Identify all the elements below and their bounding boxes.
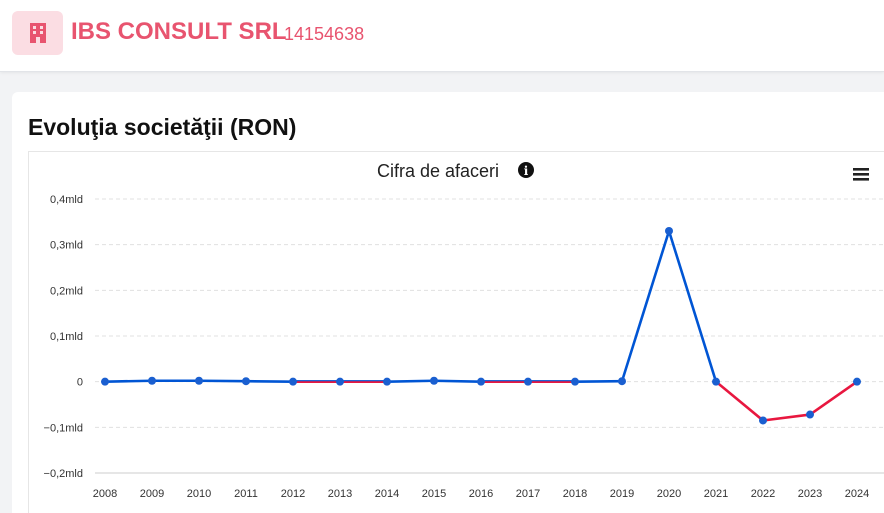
data-point[interactable]: [148, 376, 156, 385]
data-point[interactable]: [571, 377, 579, 386]
company-logo: [12, 11, 63, 55]
point-layer: [101, 226, 861, 425]
data-point[interactable]: [712, 377, 720, 386]
x-tick-label: 2021: [704, 488, 728, 500]
company-code: 14154638: [284, 24, 365, 44]
svg-text:i: i: [524, 164, 529, 178]
turnover-chart: 0,4mld 0,3mld 0,2mld 0,1mld 0 −0,1mld −0,2mld 2…: [44, 161, 884, 500]
x-tick-label: 2018: [563, 488, 587, 500]
x-tick-label: 2013: [328, 488, 352, 500]
series-line-segment: [714, 380, 765, 422]
data-point[interactable]: [101, 377, 109, 386]
series-layer: [103, 229, 859, 422]
chart-title: Cifra de afaceri: [377, 161, 499, 181]
data-point[interactable]: [195, 376, 203, 385]
x-tick-label: 2014: [375, 488, 399, 500]
x-tick-label: 2009: [140, 488, 164, 500]
company-header: IBS CONSULT SRL 14154638: [0, 0, 884, 72]
data-point[interactable]: [430, 376, 438, 385]
series-line-segment: [667, 229, 718, 383]
grid-layer: [95, 198, 884, 474]
data-point[interactable]: [759, 416, 767, 425]
x-tick-label: 2023: [798, 488, 822, 500]
data-point[interactable]: [289, 377, 297, 386]
data-point[interactable]: [618, 377, 626, 386]
chart-frame: 0,4mld 0,3mld 0,2mld 0,1mld 0 −0,1mld −0,2mld 2…: [28, 151, 884, 513]
y-tick-label: 0,4mld: [50, 194, 83, 206]
x-tick-label: 2020: [657, 488, 681, 500]
data-point[interactable]: [524, 377, 532, 386]
x-tick-label: 2017: [516, 488, 540, 500]
series-line-segment: [808, 380, 859, 416]
y-tick-label: 0: [77, 377, 83, 389]
axis-layer: 0,4mld 0,3mld 0,2mld 0,1mld 0 −0,1mld −0,2mld 2…: [44, 194, 870, 500]
company-evolution-card: Evoluţia societăţii (RON) 0,4mld 0,3mld 0,…: [12, 92, 884, 513]
series-line-segment: [103, 379, 154, 383]
x-tick-label: 2012: [281, 488, 305, 500]
x-tick-label: 2019: [610, 488, 634, 500]
y-tick-label: 0,3mld: [50, 240, 83, 252]
company-name: IBS CONSULT SRL: [71, 18, 287, 45]
y-tick-label: 0,1mld: [50, 331, 83, 343]
data-point[interactable]: [806, 410, 814, 419]
data-point[interactable]: [242, 377, 250, 386]
data-point[interactable]: [477, 377, 485, 386]
series-line-segment: [385, 379, 436, 383]
series-line-segment: [432, 379, 483, 383]
data-point[interactable]: [853, 377, 861, 386]
info-icon[interactable]: i: [518, 162, 534, 178]
y-tick-label: −0,1mld: [44, 422, 83, 434]
hamburger-menu-icon[interactable]: [853, 168, 869, 181]
x-tick-label: 2010: [187, 488, 211, 500]
series-line-segment: [761, 413, 812, 422]
y-tick-label: −0,2mld: [44, 468, 83, 480]
data-point[interactable]: [383, 377, 391, 386]
data-point[interactable]: [336, 377, 344, 386]
data-point[interactable]: [665, 226, 673, 235]
x-tick-label: 2011: [234, 488, 258, 500]
x-tick-label: 2016: [469, 488, 493, 500]
y-tick-label: 0,2mld: [50, 285, 83, 297]
x-tick-label: 2024: [845, 488, 869, 500]
x-tick-label: 2008: [93, 488, 117, 500]
x-tick-label: 2022: [751, 488, 775, 500]
x-tick-label: 2015: [422, 488, 446, 500]
building-icon: [29, 23, 46, 43]
series-line-segment: [620, 229, 671, 383]
section-title: Evoluţia societăţii (RON): [28, 114, 297, 140]
